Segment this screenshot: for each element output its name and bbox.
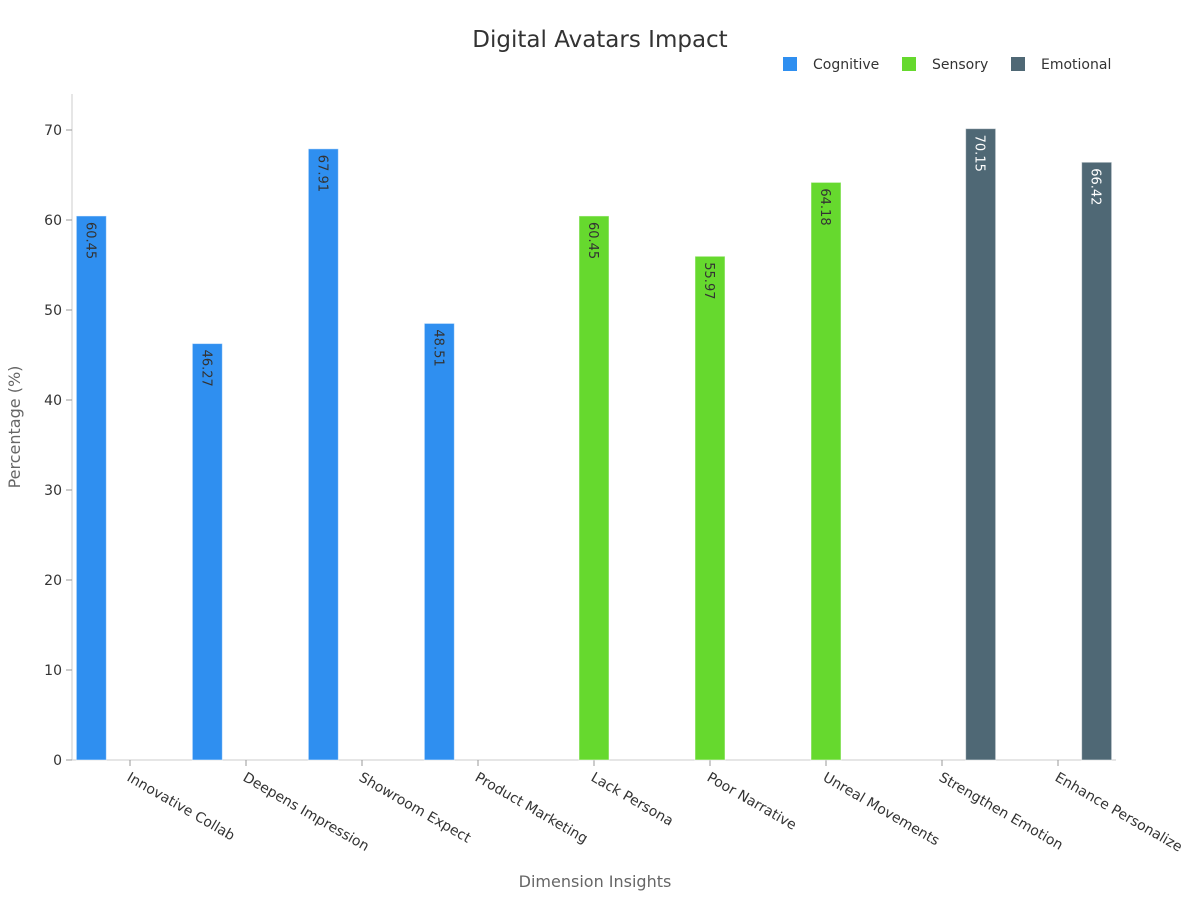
legend-swatch-sensory [902,57,916,71]
legend-swatch-cognitive [783,57,797,71]
x-tick-label-poor-narrative: Poor Narrative [704,770,799,834]
x-tick-label-innovative-collab: Innovative Collab [124,770,237,845]
x-tick-label-lack-persona: Lack Persona [588,770,676,830]
bar-cognitive-product-marketing [423,322,455,761]
bar-cognitive-innovative-collab [75,215,107,761]
x-axis-title: Dimension Insights [519,872,672,891]
x-tick-label-enhance-personalize: Enhance Personalize [1052,770,1185,856]
bar-label-poor-narrative: 55.97 [701,262,716,299]
bar-labels: 60.45 46.27 67.91 48.51 60.45 55.97 64.18 70.15… [82,135,1102,387]
legend-swatch-emotional [1011,57,1025,71]
bar-label-showroom-expect: 67.91 [314,155,329,192]
bar-sensory-lack-persona [578,215,610,761]
y-axis: 0 10 20 30 40 50 60 70 [44,94,73,769]
bar-label-product-marketing: 48.51 [430,329,445,366]
y-tick-label-0: 0 [53,753,62,769]
bar-label-enhance-personalize: 66.42 [1088,168,1103,205]
bar-emotional-strengthen-emotion [965,128,997,761]
bar-label-deepens-impression: 46.27 [198,350,213,387]
bar-label-strengthen-emotion: 70.15 [972,135,987,172]
bar-label-innovative-collab: 60.45 [82,222,97,259]
legend-label-sensory: Sensory [932,57,988,73]
y-axis-title: Percentage (%) [5,366,24,489]
bar-cognitive-showroom-expect [307,148,339,761]
chart-title: Digital Avatars Impact [472,27,727,53]
legend: Cognitive Sensory Emotional [783,57,1111,73]
x-tick-label-unreal-movements: Unreal Movements [820,770,942,850]
y-tick-label-60: 60 [44,213,62,229]
y-tick-label-40: 40 [44,393,62,409]
legend-label-emotional: Emotional [1041,57,1111,73]
y-tick-label-70: 70 [44,123,62,139]
bar-sensory-unreal-movements [810,181,842,761]
x-tick-label-deepens-impression: Deepens Impression [240,770,372,855]
y-tick-label-20: 20 [44,573,62,589]
y-tick-label-10: 10 [44,663,62,679]
x-tick-label-showroom-expect: Showroom Expect [356,770,474,847]
bars [75,128,1113,761]
bar-label-lack-persona: 60.45 [585,222,600,259]
x-tick-label-strengthen-emotion: Strengthen Emotion [936,770,1066,854]
x-tick-label-product-marketing: Product Marketing [472,770,590,848]
y-tick-label-50: 50 [44,303,62,319]
x-axis: Innovative Collab Deepens ImpressionShowr… [72,759,1185,856]
bar-emotional-enhance-personalize [1081,161,1113,761]
bar-label-unreal-movements: 64.18 [817,188,832,225]
bar-sensory-poor-narrative [694,255,726,761]
bar-cognitive-deepens-impression [191,343,223,761]
y-tick-label-30: 30 [44,483,62,499]
legend-label-cognitive: Cognitive [813,57,879,73]
